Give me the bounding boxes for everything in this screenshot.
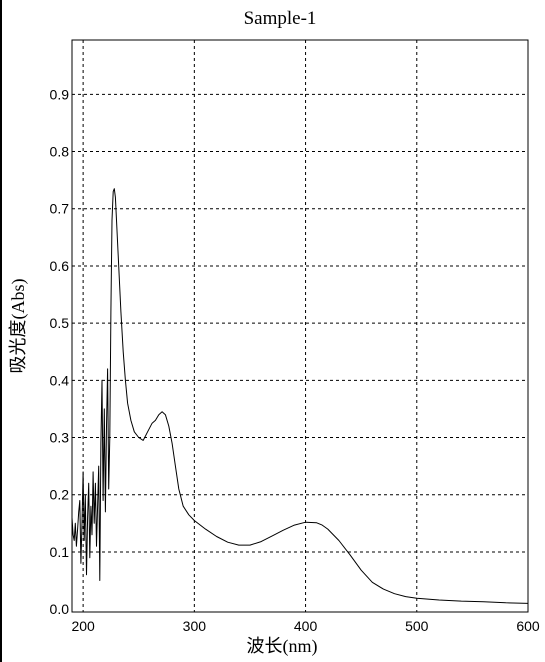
y-tick-label: 0.3 (50, 430, 70, 446)
y-tick-label: 0.7 (50, 201, 70, 217)
window-border (0, 0, 2, 662)
plot-area-frame (71, 39, 529, 613)
x-tick-label: 400 (294, 618, 318, 634)
y-tick-label: 0.6 (50, 258, 70, 274)
absorbance-curve (71, 188, 529, 604)
x-axis-label: 波长(nm) (247, 636, 318, 657)
chart-title: Sample-1 (244, 8, 317, 29)
y-tick-label: 0.0 (50, 601, 70, 617)
x-tick-label: 500 (405, 618, 429, 634)
y-tick-label: 0.4 (50, 372, 70, 388)
chart-series (71, 188, 529, 604)
x-tick-label: 300 (183, 618, 207, 634)
x-tick-label: 200 (71, 618, 95, 634)
chart-ticks: 200 300 400 500 600 0.0 0.1 0.2 0.3 0.4 0.5 0.6 0.7 0… (50, 86, 540, 634)
y-tick-label: 0.1 (50, 544, 70, 560)
y-tick-label: 0.5 (50, 315, 70, 331)
y-tick-label: 0.8 (50, 144, 70, 160)
x-tick-label: 600 (516, 618, 540, 634)
y-tick-label: 0.2 (50, 487, 70, 503)
y-tick-label: 0.9 (50, 86, 70, 102)
chart-grid (72, 40, 528, 612)
y-axis-label: 吸光度(Abs) (8, 279, 29, 374)
